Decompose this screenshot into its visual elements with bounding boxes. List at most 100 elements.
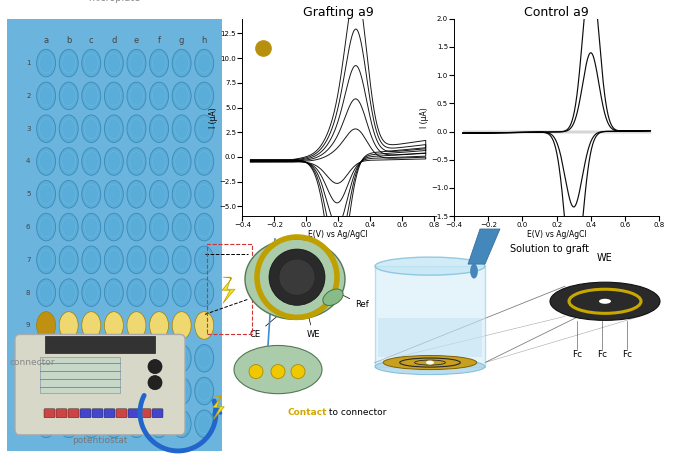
Ellipse shape — [195, 312, 214, 339]
Text: connector: connector — [10, 358, 55, 366]
Ellipse shape — [127, 312, 146, 339]
Ellipse shape — [195, 49, 214, 77]
Ellipse shape — [82, 213, 101, 241]
Text: Fc: Fc — [572, 350, 582, 359]
Text: to connector: to connector — [326, 408, 387, 417]
Ellipse shape — [172, 345, 191, 372]
Ellipse shape — [599, 299, 611, 304]
Ellipse shape — [383, 356, 477, 370]
Title: Control a9: Control a9 — [525, 6, 589, 19]
Ellipse shape — [59, 180, 78, 208]
Text: Fc: Fc — [622, 350, 632, 359]
Text: 1: 1 — [26, 60, 31, 66]
Ellipse shape — [82, 279, 101, 306]
Text: c: c — [89, 35, 94, 45]
Text: Ref: Ref — [342, 294, 369, 309]
Ellipse shape — [375, 257, 485, 275]
FancyBboxPatch shape — [45, 337, 155, 352]
Ellipse shape — [37, 246, 55, 273]
Ellipse shape — [37, 377, 55, 405]
Text: 11: 11 — [21, 388, 31, 394]
Ellipse shape — [82, 115, 101, 142]
Ellipse shape — [172, 312, 191, 339]
Circle shape — [279, 259, 315, 295]
Text: 3: 3 — [26, 126, 31, 132]
Text: Solution to graft: Solution to graft — [510, 244, 589, 254]
Text: CE: CE — [249, 313, 281, 339]
Ellipse shape — [150, 377, 169, 405]
FancyBboxPatch shape — [140, 409, 151, 418]
Ellipse shape — [150, 213, 169, 241]
Ellipse shape — [150, 279, 169, 306]
Ellipse shape — [150, 312, 169, 339]
Ellipse shape — [37, 410, 55, 438]
Text: g: g — [179, 35, 184, 45]
Ellipse shape — [82, 180, 101, 208]
Ellipse shape — [127, 82, 146, 110]
Text: Fc: Fc — [597, 350, 607, 359]
Ellipse shape — [172, 49, 191, 77]
Ellipse shape — [172, 148, 191, 175]
Ellipse shape — [82, 377, 101, 405]
Ellipse shape — [172, 115, 191, 142]
Ellipse shape — [37, 312, 55, 339]
Ellipse shape — [37, 49, 55, 77]
Ellipse shape — [82, 49, 101, 77]
Ellipse shape — [104, 115, 124, 142]
Text: 6: 6 — [26, 224, 31, 230]
Ellipse shape — [82, 345, 101, 372]
Ellipse shape — [195, 246, 214, 273]
Ellipse shape — [195, 377, 214, 405]
Text: e: e — [134, 35, 139, 45]
FancyBboxPatch shape — [378, 319, 482, 357]
Ellipse shape — [195, 345, 214, 372]
Ellipse shape — [104, 49, 124, 77]
Ellipse shape — [59, 148, 78, 175]
Text: Contact: Contact — [288, 408, 328, 417]
Polygon shape — [212, 396, 224, 419]
Ellipse shape — [59, 82, 78, 110]
Ellipse shape — [104, 410, 124, 438]
Text: 10: 10 — [21, 355, 31, 361]
FancyBboxPatch shape — [68, 409, 79, 418]
Ellipse shape — [82, 148, 101, 175]
Ellipse shape — [150, 82, 169, 110]
Circle shape — [249, 365, 263, 379]
Ellipse shape — [375, 359, 485, 375]
Text: WE: WE — [306, 312, 320, 339]
Text: 9: 9 — [26, 322, 31, 328]
X-axis label: E(V) vs Ag/AgCl: E(V) vs Ag/AgCl — [308, 230, 368, 239]
FancyBboxPatch shape — [80, 409, 91, 418]
Ellipse shape — [82, 246, 101, 273]
Ellipse shape — [195, 180, 214, 208]
Ellipse shape — [195, 213, 214, 241]
Ellipse shape — [323, 289, 343, 306]
Ellipse shape — [82, 410, 101, 438]
FancyBboxPatch shape — [375, 266, 485, 366]
Ellipse shape — [195, 410, 214, 438]
Text: b: b — [66, 35, 71, 45]
Ellipse shape — [172, 377, 191, 405]
Ellipse shape — [104, 312, 124, 339]
Ellipse shape — [195, 279, 214, 306]
Ellipse shape — [82, 82, 101, 110]
Ellipse shape — [59, 312, 78, 339]
FancyBboxPatch shape — [0, 0, 233, 465]
Text: potentiostat: potentiostat — [72, 436, 128, 445]
Ellipse shape — [59, 49, 78, 77]
Ellipse shape — [37, 345, 55, 372]
FancyBboxPatch shape — [44, 409, 55, 418]
Ellipse shape — [195, 148, 214, 175]
Ellipse shape — [127, 180, 146, 208]
Ellipse shape — [172, 246, 191, 273]
Ellipse shape — [104, 213, 124, 241]
Ellipse shape — [104, 345, 124, 372]
Ellipse shape — [37, 180, 55, 208]
Text: 4: 4 — [26, 159, 31, 165]
Ellipse shape — [172, 279, 191, 306]
Ellipse shape — [37, 115, 55, 142]
Ellipse shape — [59, 377, 78, 405]
Text: 2: 2 — [26, 93, 31, 99]
Ellipse shape — [37, 279, 55, 306]
Ellipse shape — [37, 213, 55, 241]
